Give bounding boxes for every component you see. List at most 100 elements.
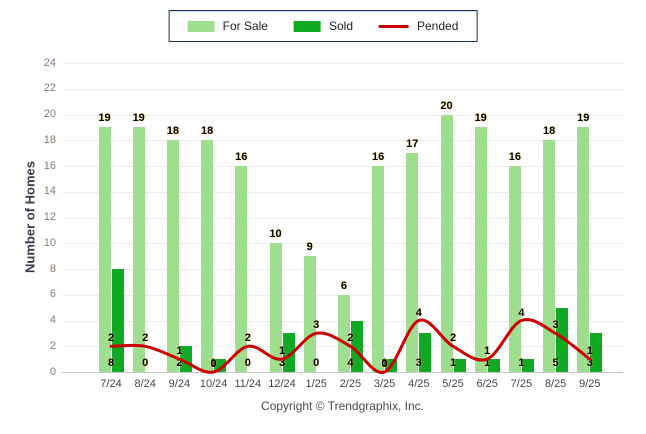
sold-value-label: 3	[278, 357, 286, 369]
legend-item-sold: Sold	[293, 19, 354, 33]
x-axis-tick-label: 4/25	[408, 378, 430, 390]
for-sale-value-label: 19	[474, 112, 487, 125]
y-axis-tick-label: 22	[43, 82, 56, 95]
for-sale-value-label: 19	[577, 112, 590, 125]
sold-value-label: 1	[484, 357, 491, 369]
x-axis-tick-label: 11/24	[234, 378, 262, 390]
y-axis-tick-label: 20	[43, 108, 56, 120]
gridline	[62, 63, 623, 64]
pended-value-label: 3	[313, 319, 320, 332]
x-axis-tick-label: 3/25	[373, 378, 396, 390]
gridline	[62, 269, 623, 270]
pended-value-label: 0	[210, 358, 217, 370]
for-sale-bar	[406, 153, 419, 372]
pended-value-label: 1	[586, 345, 593, 358]
for-sale-bar	[474, 127, 487, 372]
gridline	[62, 88, 623, 90]
for-sale-bar	[372, 166, 385, 372]
legend-item-for-sale: For Sale	[187, 19, 268, 33]
x-axis-tick-label: 7/24	[100, 378, 122, 390]
x-axis-tick-label: 2/25	[339, 378, 362, 390]
x-axis-tick-label: 6/25	[476, 378, 498, 390]
for-sale-bar	[508, 166, 521, 372]
pended-value-label: 1	[278, 345, 286, 358]
for-sale-value-label: 19	[98, 112, 111, 125]
sold-value-label: 8	[107, 357, 115, 369]
for-sale-value-label: 18	[200, 125, 214, 138]
pended-value-label: 3	[552, 319, 559, 332]
legend: For Sale Sold Pended	[168, 10, 478, 42]
pended-value-label: 1	[484, 345, 491, 358]
for-sale-value-label: 6	[340, 279, 347, 292]
y-axis-tick-label: 10	[43, 236, 56, 249]
for-sale-value-label: 18	[542, 125, 556, 138]
for-sale-value-label: 18	[166, 125, 180, 138]
pended-value-label: 2	[244, 332, 251, 345]
for-sale-bar	[303, 256, 316, 372]
x-axis-tick-label: 8/25	[544, 378, 567, 390]
x-axis-tick-label: 7/25	[510, 378, 533, 390]
y-axis-tick-label: 4	[49, 314, 56, 326]
for-sale-value-label: 10	[269, 228, 282, 241]
legend-label-pended: Pended	[417, 19, 459, 33]
y-axis-tick-label: 16	[43, 159, 56, 172]
for-sale-swatch-icon	[187, 20, 215, 32]
y-axis-tick-label: 14	[43, 185, 56, 198]
x-axis-tick-label: 8/24	[134, 378, 156, 390]
x-axis-tick-label: 10/24	[199, 378, 228, 390]
pended-line-swatch-icon	[379, 24, 410, 28]
gridline	[62, 217, 623, 219]
pended-value-label: 2	[449, 332, 457, 345]
y-axis-tick-label: 12	[43, 211, 56, 223]
sold-bar	[590, 333, 603, 372]
pended-value-label: 2	[142, 332, 149, 345]
x-axis-tick-label: 12/24	[268, 378, 296, 390]
sold-value-label: 3	[415, 357, 422, 369]
gridline	[62, 140, 623, 142]
legend-label-sold: Sold	[328, 19, 354, 33]
for-sale-value-label: 16	[371, 151, 385, 163]
pended-value-label: 4	[518, 306, 525, 319]
y-axis-tick-label: 0	[49, 365, 56, 378]
sold-value-label: 0	[142, 357, 149, 369]
for-sale-bar	[166, 140, 179, 372]
x-axis-tick-label: 1/25	[305, 378, 327, 390]
pended-value-label: 2	[347, 332, 354, 345]
sold-value-label: 2	[176, 357, 183, 369]
gridline	[62, 166, 623, 167]
y-axis-tick-label: 18	[43, 133, 56, 146]
sold-value-label: 0	[313, 357, 320, 369]
for-sale-bar	[543, 140, 556, 372]
for-sale-bar	[577, 127, 590, 372]
for-sale-value-label: 16	[235, 151, 248, 163]
for-sale-bar	[132, 127, 145, 372]
y-axis-tick-label: 8	[49, 262, 56, 275]
sold-value-label: 0	[244, 357, 251, 369]
legend-item-pended: Pended	[379, 19, 458, 33]
for-sale-bar	[201, 140, 214, 372]
copyright-text: Copyright © Trendgraphix, Inc.	[261, 399, 424, 413]
gridline	[62, 191, 623, 193]
y-axis-tick-label: 2	[49, 339, 56, 352]
pended-value-label: 2	[107, 332, 115, 345]
for-sale-bar	[440, 114, 453, 372]
x-axis-tick-label: 9/25	[579, 378, 601, 390]
y-axis-tick-label: 6	[49, 288, 56, 301]
for-sale-value-label: 16	[508, 151, 522, 163]
gridline	[62, 114, 623, 116]
pended-value-label: 1	[176, 345, 183, 358]
gridline	[62, 243, 623, 245]
for-sale-value-label: 17	[406, 138, 419, 151]
for-sale-bar	[98, 127, 111, 372]
sold-value-label: 3	[586, 357, 593, 369]
y-axis-tick-label: 24	[43, 56, 56, 69]
sold-value-label: 5	[552, 357, 559, 369]
pended-value-label: 0	[381, 358, 388, 370]
x-axis-line	[62, 372, 623, 373]
sold-value-label: 1	[518, 357, 525, 369]
for-sale-value-label: 20	[440, 99, 453, 112]
pended-value-label: 4	[415, 306, 422, 319]
legend-label-for-sale: For Sale	[222, 19, 268, 33]
sold-value-label: 4	[347, 357, 354, 369]
